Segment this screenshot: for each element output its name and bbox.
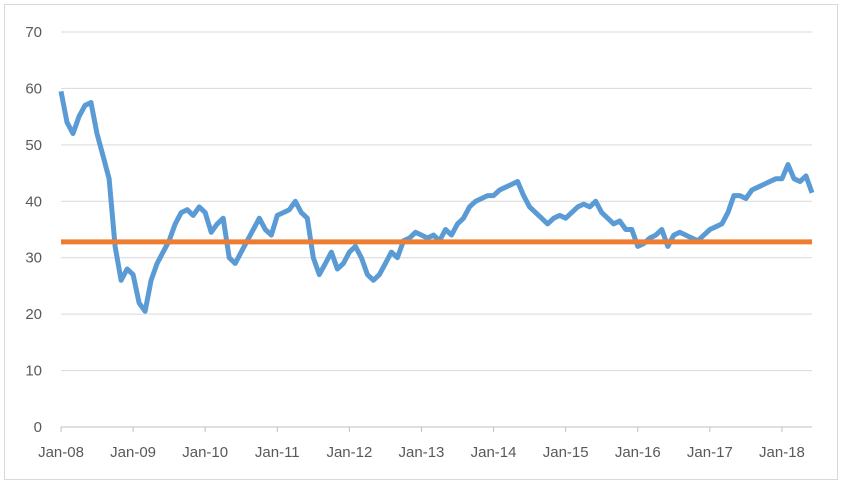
x-tick-label: Jan-15 [543, 444, 589, 461]
gridlines [61, 31, 812, 372]
y-tick-label: 0 [34, 419, 42, 436]
y-tick-label: 10 [25, 363, 42, 380]
x-tick-label: Jan-10 [182, 444, 228, 461]
y-tick-label: 40 [25, 193, 42, 210]
x-tick-label: Jan-16 [615, 444, 661, 461]
series-layer [58, 90, 815, 314]
x-axis: Jan-08 Jan-09 Jan-10 Jan-11 Jan-12 Jan-13 Jan-… [38, 426, 812, 461]
y-tick-label: 50 [25, 137, 42, 154]
series-line-1 [58, 90, 815, 314]
y-tick-label: 60 [25, 80, 42, 97]
y-axis: 0 10 20 30 40 50 60 70 [25, 24, 42, 436]
y-tick-label: 20 [25, 306, 42, 323]
x-tick-label: Jan-12 [326, 444, 372, 461]
x-tick-label: Jan-13 [399, 444, 445, 461]
x-tick-label: Jan-18 [759, 444, 805, 461]
x-tick-label: Jan-08 [38, 444, 84, 461]
y-tick-label: 30 [25, 250, 42, 267]
y-tick-label: 70 [25, 24, 42, 41]
x-tick-label: Jan-09 [110, 444, 156, 461]
x-tick-label: Jan-14 [471, 444, 517, 461]
x-tick-label: Jan-11 [255, 444, 300, 461]
x-tick-label: Jan-17 [687, 444, 733, 461]
